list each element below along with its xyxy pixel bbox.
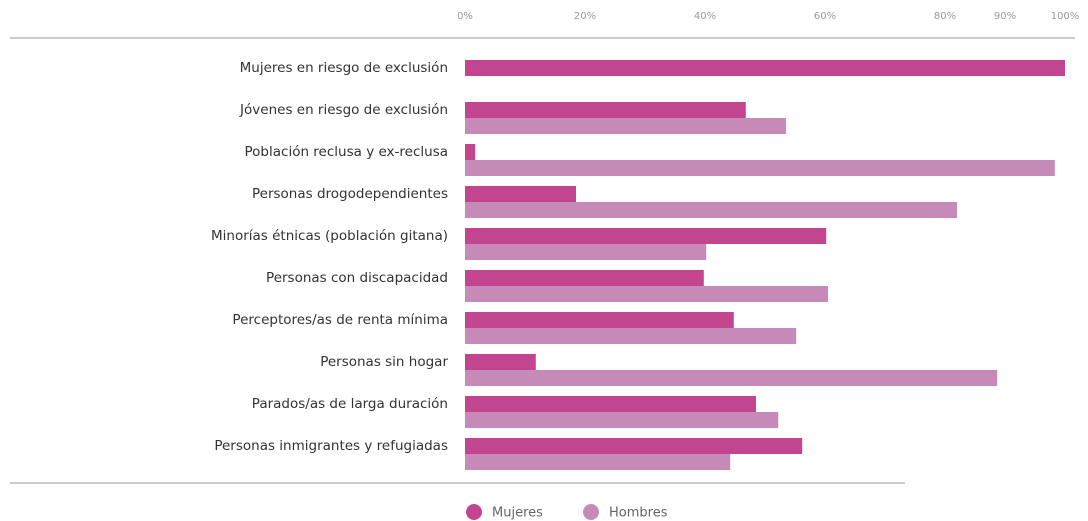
category-label: Personas con discapacidad	[266, 270, 448, 286]
bar	[465, 244, 707, 260]
category-label: Personas drogodependientes	[252, 186, 448, 202]
bar	[465, 328, 797, 344]
bar	[465, 412, 779, 428]
x-tick-label: 100%	[1051, 11, 1080, 22]
category-label: Personas inmigrantes y refugiadas	[214, 438, 448, 454]
bar	[465, 396, 756, 412]
x-tick-label: 40%	[694, 11, 716, 22]
x-tick-label: 60%	[814, 11, 836, 22]
bar	[465, 202, 957, 218]
bar	[465, 228, 827, 244]
category-label: Minorías étnicas (población gitana)	[211, 228, 448, 244]
bar	[465, 118, 786, 134]
x-tick-label: 80%	[934, 11, 956, 22]
x-tick-label: 90%	[994, 11, 1016, 22]
bar	[465, 454, 731, 470]
legend-label: Mujeres	[492, 506, 543, 521]
bar	[465, 270, 704, 286]
x-tick-label: 20%	[574, 11, 596, 22]
x-tick-label: 0%	[457, 11, 473, 22]
bar	[465, 370, 998, 386]
category-label: Perceptores/as de renta mínima	[232, 312, 448, 328]
bar	[465, 102, 746, 118]
legend-swatch	[466, 504, 482, 520]
category-label: Parados/as de larga duración	[252, 396, 448, 412]
bar	[465, 186, 576, 202]
bar	[465, 286, 828, 302]
category-label: Población reclusa y ex-reclusa	[245, 144, 448, 160]
legend-swatch	[583, 504, 599, 520]
bar	[465, 60, 1065, 76]
bar	[465, 312, 734, 328]
legend-label: Hombres	[609, 506, 668, 521]
bar	[465, 144, 476, 160]
category-label: Personas sin hogar	[320, 354, 448, 370]
category-label: Jóvenes en riesgo de exclusión	[239, 102, 448, 118]
category-label: Mujeres en riesgo de exclusión	[240, 60, 448, 76]
bar	[465, 438, 803, 454]
bar	[465, 354, 536, 370]
bar	[465, 160, 1055, 176]
